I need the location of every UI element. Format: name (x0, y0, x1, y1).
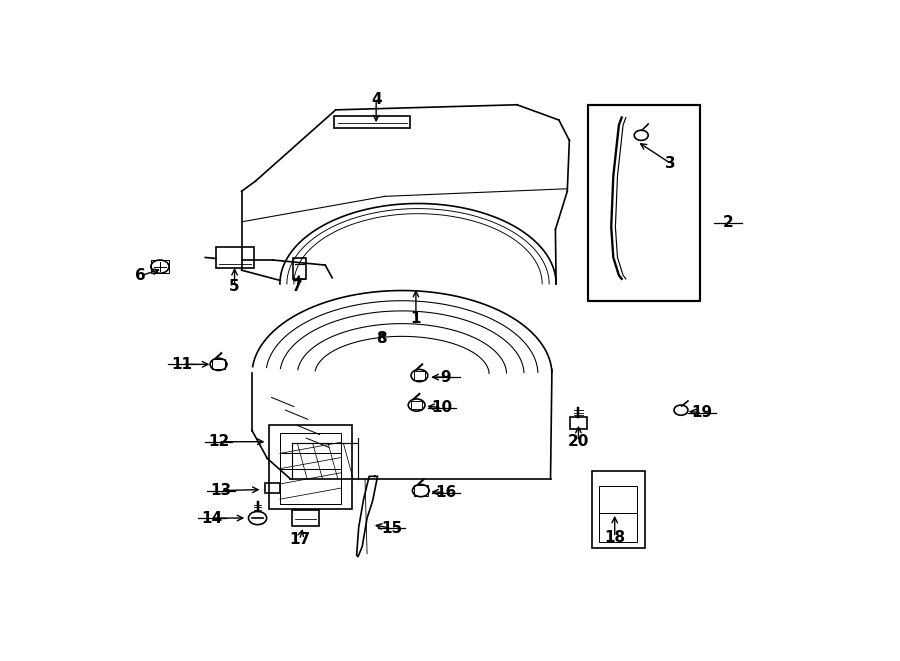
Text: 1: 1 (410, 311, 421, 326)
Text: 17: 17 (289, 533, 310, 547)
Text: 13: 13 (210, 483, 231, 498)
Text: 10: 10 (431, 400, 453, 415)
Text: 8: 8 (375, 331, 386, 346)
Text: 6: 6 (135, 268, 146, 284)
Text: 20: 20 (568, 434, 590, 449)
Text: 18: 18 (604, 530, 626, 545)
Text: 2: 2 (723, 215, 734, 230)
Text: 15: 15 (381, 521, 402, 535)
Text: 16: 16 (436, 485, 456, 500)
Text: 11: 11 (172, 357, 193, 372)
Text: 12: 12 (208, 434, 230, 449)
Text: 5: 5 (230, 280, 240, 295)
Text: 3: 3 (665, 156, 676, 171)
Text: 9: 9 (441, 369, 451, 385)
Text: 14: 14 (202, 510, 223, 525)
Text: 19: 19 (691, 405, 713, 420)
Text: 7: 7 (292, 280, 302, 295)
Text: 4: 4 (371, 92, 382, 107)
